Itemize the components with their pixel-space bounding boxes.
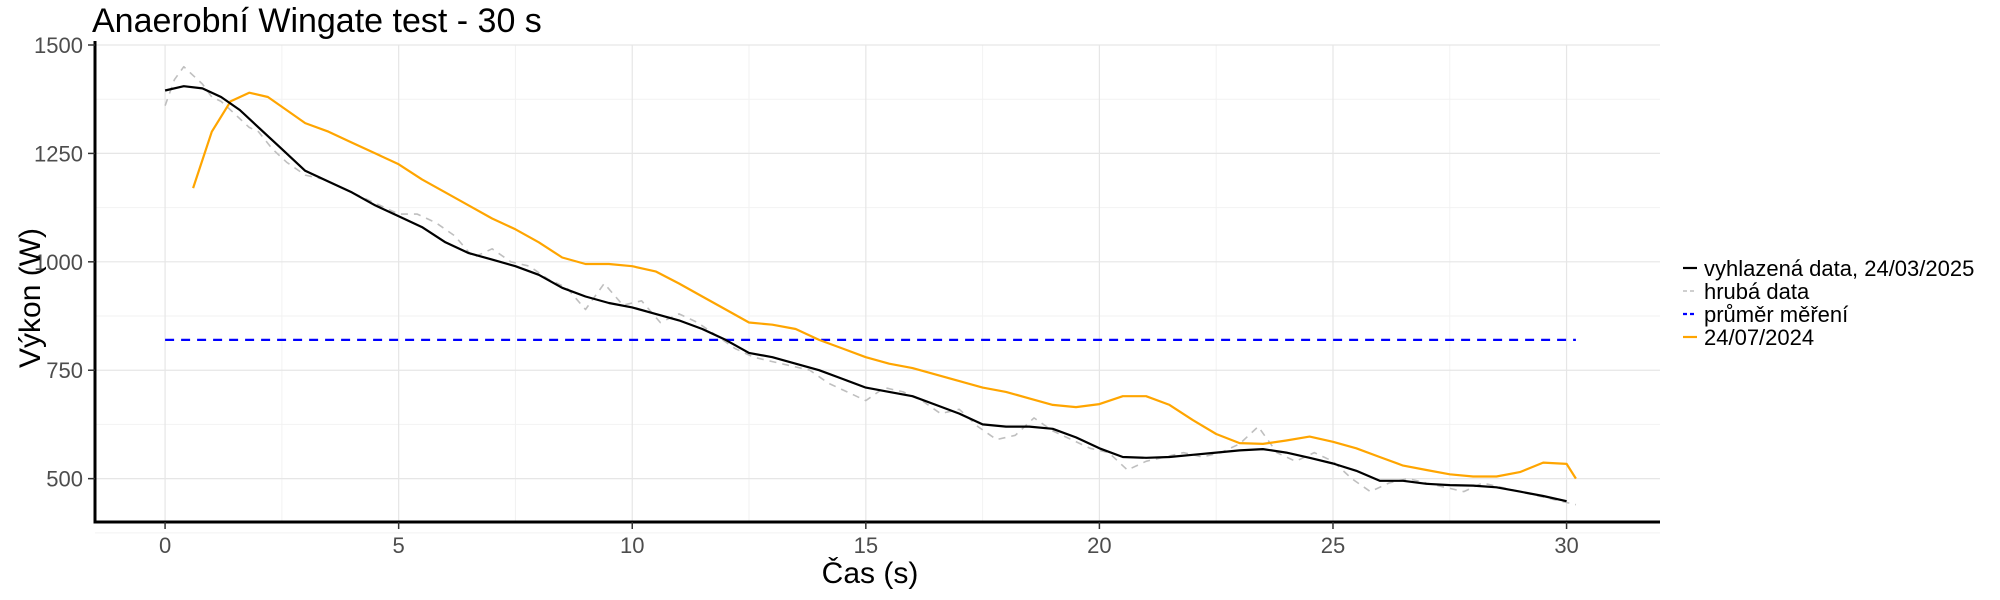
legend-label-1: hrubá data	[1704, 279, 1810, 304]
grid	[95, 44, 1660, 534]
y-axis-title: Výkon (W)	[14, 228, 47, 368]
series-line-1	[164, 65, 1577, 506]
series-line-0	[164, 85, 1567, 503]
ticks: 0 5 10 15 20 25 30 500 750 1000 1250 1500	[34, 33, 1579, 558]
y-tick-label: 1000	[34, 250, 83, 275]
series-line-3	[192, 91, 1577, 480]
x-axis-title: Čas (s)	[822, 556, 919, 590]
x-tick-label: 30	[1554, 533, 1578, 558]
chart-title: Anaerobní Wingate test - 30 s	[92, 2, 542, 40]
legend-label-2: průměr měření	[1704, 302, 1848, 327]
legend-label-3: 24/07/2024	[1704, 325, 1814, 350]
y-tick-label: 750	[46, 358, 83, 383]
x-tick-label: 5	[393, 533, 405, 558]
x-tick-label: 15	[854, 533, 878, 558]
legend-label-0: vyhlazená data, 24/03/2025	[1704, 256, 1974, 281]
x-tick-label: 10	[620, 533, 644, 558]
y-tick-label: 1500	[34, 33, 83, 58]
y-tick-label: 1250	[34, 141, 83, 166]
series-layer	[164, 65, 1577, 506]
x-tick-label: 20	[1087, 533, 1111, 558]
axes	[93, 41, 1660, 524]
x-tick-label: 25	[1321, 533, 1345, 558]
y-tick-label: 500	[46, 467, 83, 492]
x-tick-label: 0	[159, 533, 171, 558]
